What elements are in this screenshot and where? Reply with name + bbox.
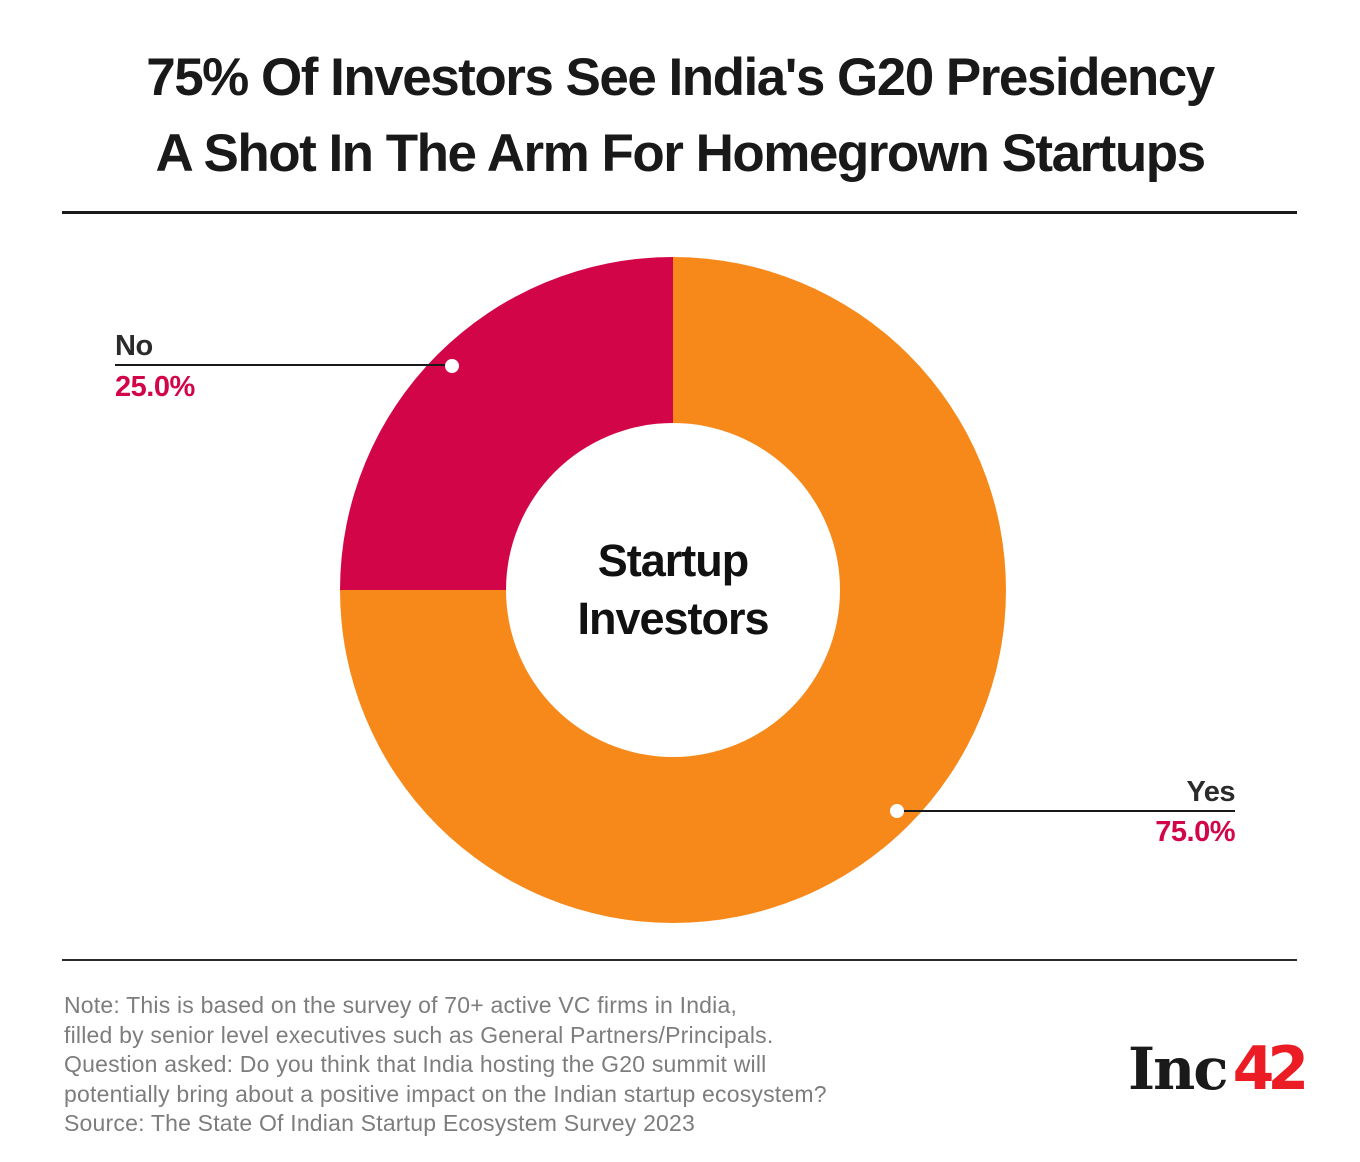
yes-callout-value: 75.0% xyxy=(1155,816,1235,848)
donut-center-label-line1: Startup xyxy=(597,535,750,586)
donut-chart: Startup Investors xyxy=(340,257,1006,923)
yes-callout-leader-line xyxy=(897,810,1235,812)
yes-callout-dot xyxy=(890,804,904,818)
donut-center-label-line2: Investors xyxy=(577,593,769,644)
inc42-logo: Inc 42 xyxy=(1128,1034,1309,1104)
page-title-line1: 75% Of Investors See India's G20 Preside… xyxy=(146,48,1215,107)
note-text: Note: This is based on the survey of 70+… xyxy=(64,991,827,1139)
page-title: 75% Of Investors See India's G20 Preside… xyxy=(0,40,1360,192)
donut-hole: Startup Investors xyxy=(506,423,840,757)
no-callout-value: 25.0% xyxy=(115,371,195,403)
note-line: filled by senior level executives such a… xyxy=(64,1021,774,1048)
note-line: Source: The State Of Indian Startup Ecos… xyxy=(64,1110,696,1136)
no-callout-leader-line xyxy=(115,364,452,366)
note-line: Question asked: Do you think that India … xyxy=(64,1051,767,1077)
top-divider-rule xyxy=(62,211,1297,214)
note-line: Note: This is based on the survey of 70+… xyxy=(64,992,738,1018)
bottom-divider-rule xyxy=(62,959,1297,961)
note-line: potentially bring about a positive impac… xyxy=(64,1080,827,1107)
inc42-logo-inc: Inc xyxy=(1128,1035,1229,1103)
yes-callout-label: Yes xyxy=(1186,776,1236,808)
page-title-line2: A Shot In The Arm For Homegrown Startups xyxy=(155,124,1206,183)
no-callout-dot xyxy=(445,359,459,373)
inc42-logo-42: 42 xyxy=(1232,1034,1309,1104)
no-callout-label: No xyxy=(115,330,153,362)
donut-center-label: Startup Investors xyxy=(577,532,769,648)
